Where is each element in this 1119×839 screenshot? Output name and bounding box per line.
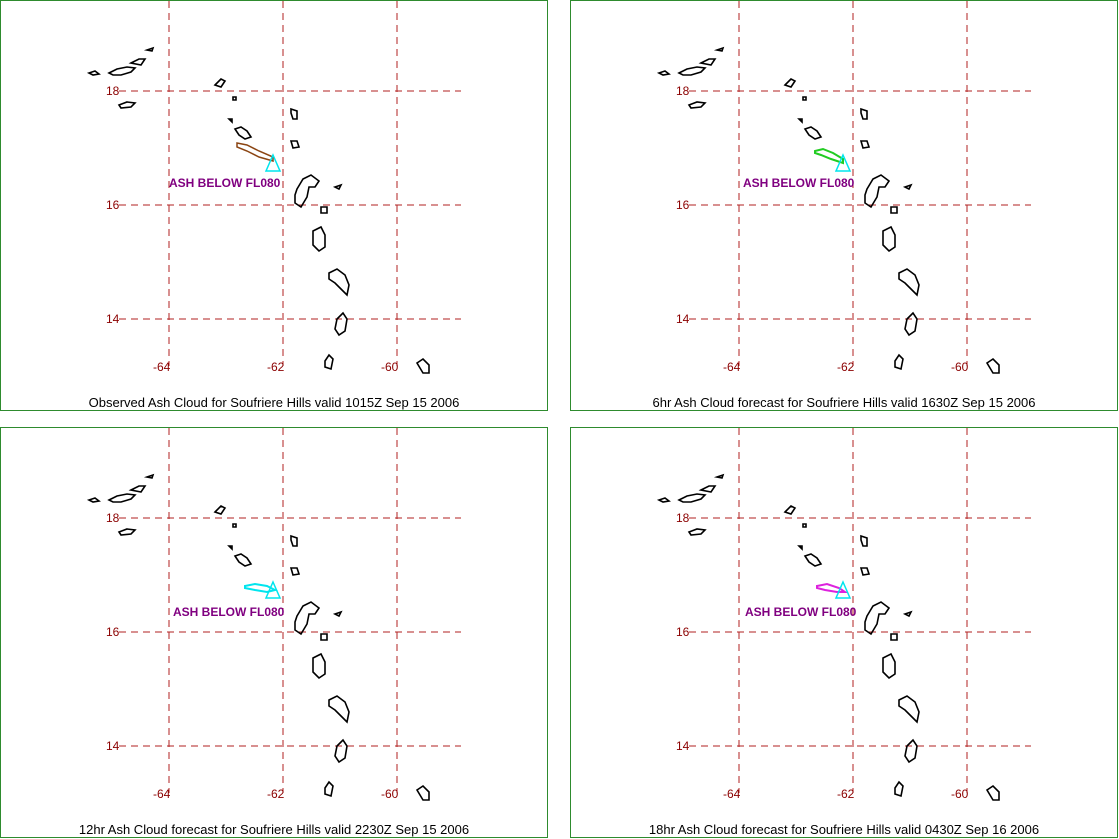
lat-tick-label: 16 xyxy=(676,198,690,212)
lon-tick-label: -64 xyxy=(723,787,741,801)
lon-tick-label: -62 xyxy=(837,787,855,801)
panel-caption: 6hr Ash Cloud forecast for Soufriere Hil… xyxy=(652,395,1036,410)
panel-caption: Observed Ash Cloud for Soufriere Hills v… xyxy=(88,395,460,410)
ash-map: 18 16 14 -64 -62 -60 AS xyxy=(86,1,461,374)
ash-map: 18 16 14 -64 -62 -60 AS xyxy=(86,428,461,801)
lat-tick-label: 16 xyxy=(106,198,120,212)
lon-tick-label: -60 xyxy=(381,360,399,374)
map-panel-6hr: 18 16 14 -64 -62 -60 AS xyxy=(570,0,1118,411)
volcano-marker xyxy=(834,153,852,172)
ash-plume xyxy=(236,142,274,162)
map-panel-12hr: 18 16 14 -64 -62 -60 AS xyxy=(0,427,548,838)
volcano-marker xyxy=(264,580,282,599)
lon-tick-label: -64 xyxy=(153,360,171,374)
coastlines xyxy=(86,473,430,801)
lat-tick-label: 18 xyxy=(106,511,120,525)
ash-map: 18 16 14 -64 -62 -60 AS xyxy=(656,428,1031,801)
graticule xyxy=(119,1,461,366)
ash-map: 18 16 14 -64 -62 -60 AS xyxy=(656,1,1031,374)
lon-tick-label: -60 xyxy=(951,787,969,801)
ash-plume xyxy=(244,582,278,594)
panel-caption: 12hr Ash Cloud forecast for Soufriere Hi… xyxy=(78,822,470,837)
volcano-marker xyxy=(264,153,282,172)
coastlines xyxy=(86,46,430,374)
lon-tick-label: -62 xyxy=(837,360,855,374)
lon-tick-label: -60 xyxy=(381,787,399,801)
lat-tick-label: 18 xyxy=(676,511,690,525)
panel-caption: 18hr Ash Cloud forecast for Soufriere Hi… xyxy=(648,822,1040,837)
lon-tick-label: -62 xyxy=(267,360,285,374)
coastlines xyxy=(656,473,1000,801)
map-panel-observed: 18 16 14 -64 -62 -60 AS xyxy=(0,0,548,411)
lat-tick-label: 14 xyxy=(106,312,120,326)
lat-tick-label: 14 xyxy=(676,739,690,753)
graticule xyxy=(689,428,1031,793)
lat-tick-label: 18 xyxy=(676,84,690,98)
graticule xyxy=(689,1,1031,366)
lon-tick-label: -60 xyxy=(951,360,969,374)
ash-label: ASH BELOW FL080 xyxy=(743,176,855,190)
lat-tick-label: 14 xyxy=(676,312,690,326)
ash-label: ASH BELOW FL080 xyxy=(169,176,281,190)
ash-label: ASH BELOW FL080 xyxy=(173,605,285,619)
coastlines xyxy=(656,46,1000,374)
volcano-marker xyxy=(834,580,852,599)
map-panel-18hr: 18 16 14 -64 -62 -60 AS xyxy=(570,427,1118,838)
lat-tick-label: 14 xyxy=(106,739,120,753)
lat-tick-label: 16 xyxy=(676,625,690,639)
lon-tick-label: -64 xyxy=(153,787,171,801)
lat-tick-label: 16 xyxy=(106,625,120,639)
ash-plume xyxy=(816,582,849,593)
ash-label: ASH BELOW FL080 xyxy=(745,605,857,619)
lon-tick-label: -64 xyxy=(723,360,741,374)
ash-plume xyxy=(814,147,844,165)
lon-tick-label: -62 xyxy=(267,787,285,801)
graticule xyxy=(119,428,461,793)
lat-tick-label: 18 xyxy=(106,84,120,98)
